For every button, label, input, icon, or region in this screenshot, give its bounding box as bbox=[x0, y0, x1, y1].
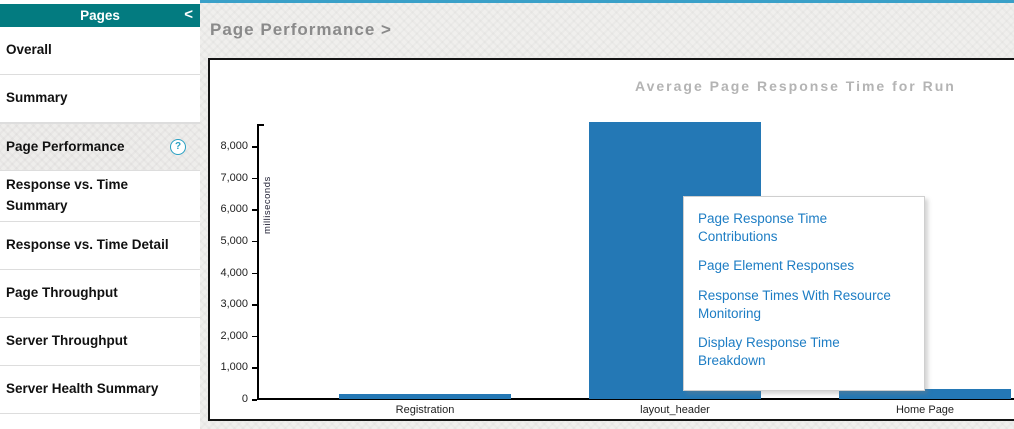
bar-home-page[interactable] bbox=[839, 389, 1011, 399]
y-axis-tick bbox=[252, 240, 257, 243]
sidebar-item-overall[interactable]: Overall bbox=[0, 27, 200, 75]
y-axis-tick bbox=[252, 146, 257, 148]
sidebar-item-summary[interactable]: Summary bbox=[0, 75, 200, 123]
sidebar-item-server-throughput[interactable]: Server Throughput bbox=[0, 317, 200, 366]
sidebar-item-label: Response vs. Time Summary bbox=[6, 177, 129, 213]
sidebar: Pages < Overall Summary Page Performance? R… bbox=[0, 0, 200, 429]
x-axis-category-label: layout_header bbox=[640, 404, 710, 416]
y-axis-tick bbox=[252, 272, 257, 275]
sidebar-item-list: Overall Summary Page Performance? Response … bbox=[0, 27, 200, 414]
y-axis-tick bbox=[252, 399, 257, 401]
sidebar-item-label: Summary bbox=[6, 90, 68, 106]
sidebar-item-label: Server Health Summary bbox=[6, 380, 159, 396]
chart-context-menu: Page Response Time Contributions Page Ele… bbox=[683, 196, 925, 391]
x-axis-category-label: Home Page bbox=[895, 404, 955, 416]
y-axis-label: milliseconds bbox=[262, 176, 273, 234]
collapse-sidebar-icon[interactable]: < bbox=[184, 6, 193, 23]
menu-item-page-element-responses[interactable]: Page Element Responses bbox=[698, 258, 855, 274]
y-axis-cap bbox=[257, 124, 264, 126]
menu-item-display-response-time-breakdown[interactable]: Display Response Time Breakdown bbox=[698, 335, 840, 369]
sidebar-item-label: Response vs. Time Detail bbox=[6, 236, 169, 252]
sidebar-header: Pages < bbox=[0, 4, 200, 27]
sidebar-item-response-vs-time-detail[interactable]: Response vs. Time Detail bbox=[0, 221, 200, 270]
y-axis-tick bbox=[252, 304, 257, 306]
sidebar-item-page-performance[interactable]: Page Performance? bbox=[0, 123, 200, 171]
sidebar-item-label: Page Performance bbox=[6, 138, 125, 154]
sidebar-header-title: Pages bbox=[80, 8, 120, 23]
main-area: Page Performance > Average Page Response… bbox=[200, 0, 1014, 429]
help-icon[interactable]: ? bbox=[170, 139, 186, 155]
sidebar-item-page-throughput[interactable]: Page Throughput bbox=[0, 269, 200, 318]
y-axis-line bbox=[257, 124, 259, 400]
sidebar-item-label: Page Throughput bbox=[6, 284, 118, 300]
y-axis-tick bbox=[252, 177, 257, 180]
menu-item-page-response-time-contributions[interactable]: Page Response Time Contributions bbox=[698, 211, 828, 245]
menu-item-response-times-with-resource-monitoring[interactable]: Response Times With Resource Monitoring bbox=[698, 287, 891, 321]
y-axis-tick bbox=[252, 209, 257, 211]
sidebar-item-label: Overall bbox=[6, 42, 52, 58]
sidebar-item-server-health-summary[interactable]: Server Health Summary bbox=[0, 365, 200, 414]
page-title: Page Performance > bbox=[210, 20, 392, 39]
y-axis-tick bbox=[252, 367, 257, 369]
sidebar-item-response-vs-time-summary[interactable]: Response vs. Time Summary bbox=[0, 171, 200, 222]
bar-registration[interactable] bbox=[339, 394, 511, 399]
chart-title: Average Page Response Time for Run bbox=[635, 78, 956, 94]
x-axis-line bbox=[257, 398, 1014, 400]
x-axis-category-label: Registration bbox=[395, 404, 455, 416]
y-axis-tick bbox=[252, 335, 257, 338]
sidebar-item-label: Server Throughput bbox=[6, 332, 128, 348]
